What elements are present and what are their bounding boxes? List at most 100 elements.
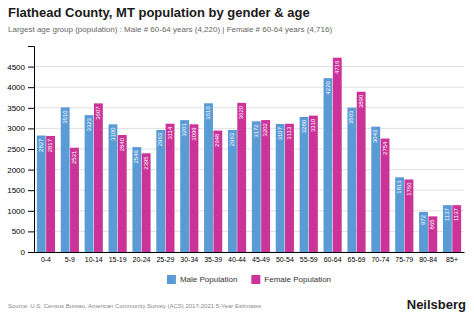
y-tick: 2000 bbox=[7, 166, 34, 175]
y-tick-label: 0 bbox=[21, 248, 26, 257]
y-tick-mark bbox=[28, 252, 34, 253]
y-tick: 1000 bbox=[7, 207, 34, 216]
data-label: 2395 bbox=[143, 156, 149, 170]
y-tick-mark bbox=[28, 67, 34, 68]
bar bbox=[381, 139, 390, 252]
y-tick-label: 1000 bbox=[7, 207, 25, 216]
y-tick-label: 4000 bbox=[7, 83, 25, 92]
y-tick-mark bbox=[28, 190, 34, 191]
bar bbox=[142, 153, 151, 252]
bar bbox=[204, 103, 213, 252]
data-label: 4716 bbox=[334, 60, 340, 74]
data-label: 3280 bbox=[301, 119, 307, 133]
data-label: 3043 bbox=[372, 129, 378, 143]
x-tick: 0-4 bbox=[41, 256, 51, 263]
data-label: 3620 bbox=[238, 105, 244, 119]
legend: Male Population Female Population bbox=[167, 275, 331, 284]
legend-swatch bbox=[167, 275, 176, 284]
bar bbox=[261, 120, 270, 252]
source-note: Source: U.S. Census Bureau, American Com… bbox=[8, 303, 261, 309]
x-tick-label: 40-44 bbox=[228, 256, 246, 263]
data-label: 3607 bbox=[95, 106, 101, 120]
bar bbox=[276, 124, 285, 252]
grid-line bbox=[34, 87, 464, 88]
x-tick-label: 0-4 bbox=[41, 256, 51, 263]
data-label: 2963 bbox=[229, 132, 235, 146]
bar bbox=[452, 205, 461, 252]
x-tick-label: 65-69 bbox=[348, 256, 366, 263]
data-label: 3890 bbox=[358, 94, 364, 108]
y-tick-mark bbox=[28, 170, 34, 171]
data-label: 3510 bbox=[62, 110, 68, 124]
data-label: 2948 bbox=[214, 133, 220, 147]
bar bbox=[419, 212, 428, 252]
legend-item: Female Population bbox=[251, 275, 331, 284]
bar bbox=[61, 107, 70, 252]
bar bbox=[285, 124, 294, 252]
x-tick: 45-49 bbox=[252, 256, 270, 263]
x-tick-label: 70-74 bbox=[371, 256, 389, 263]
data-label: 972 bbox=[420, 214, 426, 225]
data-label: 865 bbox=[429, 219, 435, 230]
y-tick-label: 2000 bbox=[7, 166, 25, 175]
bar bbox=[333, 58, 342, 252]
y-tick-label: 500 bbox=[12, 227, 26, 236]
x-tick: 70-74 bbox=[371, 256, 389, 263]
bar bbox=[357, 92, 366, 252]
y-tick-label: 2500 bbox=[7, 145, 25, 154]
bar bbox=[132, 147, 141, 252]
y-axis: 050010001500200025003000350040004500 bbox=[7, 47, 34, 258]
bar bbox=[46, 136, 55, 252]
data-label: 3201 bbox=[181, 122, 187, 136]
y-tick: 3500 bbox=[7, 104, 34, 113]
bar bbox=[252, 121, 261, 252]
y-tick-label: 3000 bbox=[7, 124, 25, 133]
data-label: 3107 bbox=[277, 126, 283, 140]
y-tick-label: 3500 bbox=[7, 104, 25, 113]
bar bbox=[228, 130, 237, 252]
x-tick-label: 80-84 bbox=[419, 256, 437, 263]
y-tick: 1500 bbox=[7, 186, 34, 195]
x-tick-label: 45-49 bbox=[252, 256, 270, 263]
x-tick: 10-14 bbox=[85, 256, 103, 263]
data-label: 3099 bbox=[191, 127, 197, 141]
bar bbox=[180, 120, 189, 252]
x-tick-label: 55-59 bbox=[300, 256, 318, 263]
x-tick-label: 10-14 bbox=[85, 256, 103, 263]
data-label: 2754 bbox=[382, 141, 388, 155]
x-tick-label: 5-9 bbox=[65, 256, 75, 263]
data-label: 3310 bbox=[310, 118, 316, 132]
bar bbox=[324, 78, 333, 252]
y-tick-label: 1500 bbox=[7, 186, 25, 195]
bar bbox=[156, 130, 165, 252]
bar bbox=[300, 117, 309, 252]
x-tick: 5-9 bbox=[65, 256, 75, 263]
y-tick: 3000 bbox=[7, 124, 34, 133]
x-tick-label: 30-34 bbox=[180, 256, 198, 263]
bar bbox=[37, 136, 46, 252]
legend-label: Male Population bbox=[180, 275, 237, 284]
chart: 2827351033233100254629633201361029633172… bbox=[0, 0, 474, 316]
bar bbox=[443, 205, 452, 252]
data-label: 2963 bbox=[157, 132, 163, 146]
data-label: 3113 bbox=[286, 126, 292, 140]
x-tick-label: 60-64 bbox=[324, 256, 342, 263]
bar bbox=[428, 216, 437, 252]
x-tick: 20-24 bbox=[133, 256, 151, 263]
data-label: 3610 bbox=[205, 106, 211, 120]
x-tick-label: 85+ bbox=[446, 256, 458, 263]
x-tick: 50-54 bbox=[276, 256, 294, 263]
y-tick: 4000 bbox=[7, 83, 34, 92]
data-label: 2817 bbox=[47, 138, 53, 152]
data-label: 1813 bbox=[396, 180, 402, 194]
x-tick: 80-84 bbox=[419, 256, 437, 263]
x-axis: 0-45-910-1415-1920-2425-2930-3435-3940-4… bbox=[35, 253, 465, 263]
branding: Neilsberg bbox=[407, 297, 466, 312]
legend-swatch bbox=[251, 275, 260, 284]
data-label: 3323 bbox=[86, 117, 92, 131]
x-tick: 60-64 bbox=[324, 256, 342, 263]
x-axis-line bbox=[35, 252, 465, 253]
bar bbox=[213, 131, 222, 252]
bar bbox=[371, 127, 380, 252]
bar bbox=[85, 115, 94, 252]
